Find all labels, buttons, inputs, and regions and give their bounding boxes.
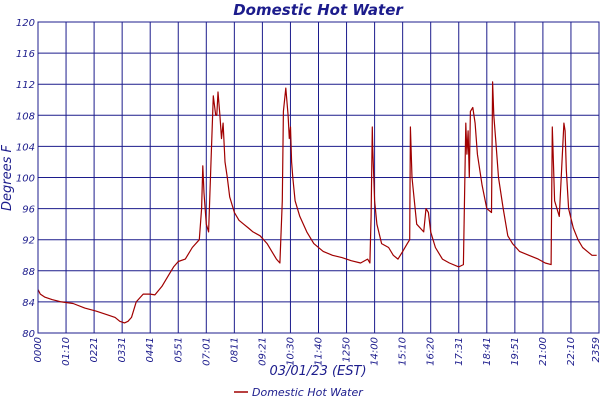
y-tick-label: 92 [22, 236, 35, 247]
y-tick-label: 80 [22, 329, 35, 340]
y-tick-label: 104 [16, 142, 35, 153]
series-layer [37, 81, 597, 324]
x-axis-label: 03/01/23 (EST) [269, 364, 366, 379]
x-tick-label: 16:20 [426, 337, 437, 366]
x-tick-label: 19:51 [510, 337, 521, 366]
x-tick-label: 09:21 [257, 337, 268, 366]
legend: Domestic Hot Water [234, 386, 364, 399]
y-axis-label: Degrees F [0, 144, 15, 211]
grid [37, 21, 600, 334]
y-tick-label: 116 [16, 49, 35, 60]
x-tick-label: 18:41 [482, 337, 493, 366]
y-tick-label: 96 [22, 205, 35, 216]
y-tick-label: 120 [16, 18, 35, 29]
x-tick-label: 01:10 [61, 337, 72, 366]
y-tick-label: 84 [22, 298, 35, 309]
x-tick-label: 0331 [117, 337, 128, 362]
x-tick-label: 0000 [33, 337, 44, 362]
x-tick-label: 2359 [591, 337, 600, 362]
legend-label: Domestic Hot Water [252, 386, 364, 399]
x-tick-labels: 0000 01:10 0221 0331 0441 0551 07:01 0811 09:21 1… [33, 337, 600, 366]
x-tick-label: 0551 [173, 337, 184, 362]
plot-frame [37, 21, 600, 334]
y-tick-label: 112 [16, 80, 35, 91]
x-tick-label: 07:01 [201, 337, 212, 366]
x-tick-label: 10:30 [285, 337, 296, 366]
x-tick-label: 21:00 [538, 337, 549, 366]
x-tick-label: 0221 [89, 337, 100, 362]
series-line-domestic-hot-water [37, 81, 597, 324]
y-tick-label: 88 [22, 267, 35, 278]
x-tick-label: 22:10 [566, 337, 577, 366]
x-tick-label: 17:31 [454, 337, 465, 366]
chart-title: Domestic Hot Water [233, 1, 404, 19]
x-tick-label: 0441 [145, 337, 156, 362]
x-tick-label: 1250 [342, 337, 353, 362]
x-tick-label: 14:00 [370, 337, 381, 366]
y-tick-label: 100 [16, 174, 35, 185]
x-tick-label: 15:10 [398, 337, 409, 366]
y-tick-label: 108 [16, 111, 35, 122]
x-tick-label: 0811 [229, 337, 240, 362]
x-tick-label: 11:40 [314, 337, 325, 366]
y-tick-labels: 80 84 88 92 96 100 104 108 112 116 120 [16, 18, 35, 340]
